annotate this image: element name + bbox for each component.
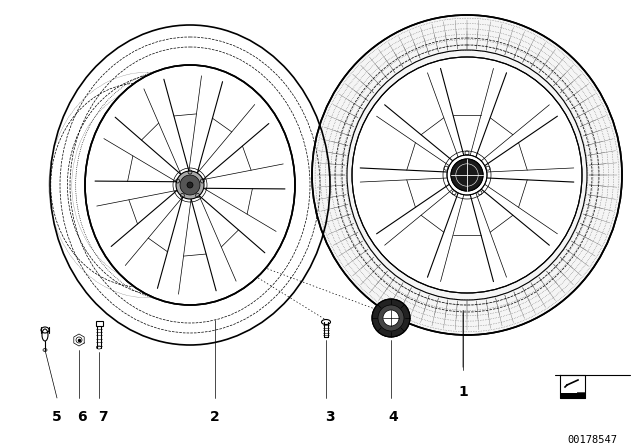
Text: 5: 5 [52,410,62,424]
Ellipse shape [85,65,295,305]
Circle shape [176,171,204,199]
Circle shape [451,159,483,191]
Polygon shape [560,393,585,398]
Text: 1: 1 [458,385,468,399]
Circle shape [372,299,410,337]
Ellipse shape [312,15,622,335]
Ellipse shape [352,57,582,293]
FancyBboxPatch shape [95,320,102,326]
Circle shape [180,175,200,195]
Circle shape [451,159,483,191]
Text: 7: 7 [98,410,108,424]
Circle shape [447,155,487,195]
Circle shape [383,310,399,326]
Circle shape [378,305,404,331]
Circle shape [76,337,82,343]
Text: 2: 2 [210,410,220,424]
Text: 4: 4 [388,410,398,424]
Text: 6: 6 [77,410,87,424]
Circle shape [187,182,193,188]
Text: 00178547: 00178547 [567,435,617,445]
Text: 3: 3 [325,410,335,424]
